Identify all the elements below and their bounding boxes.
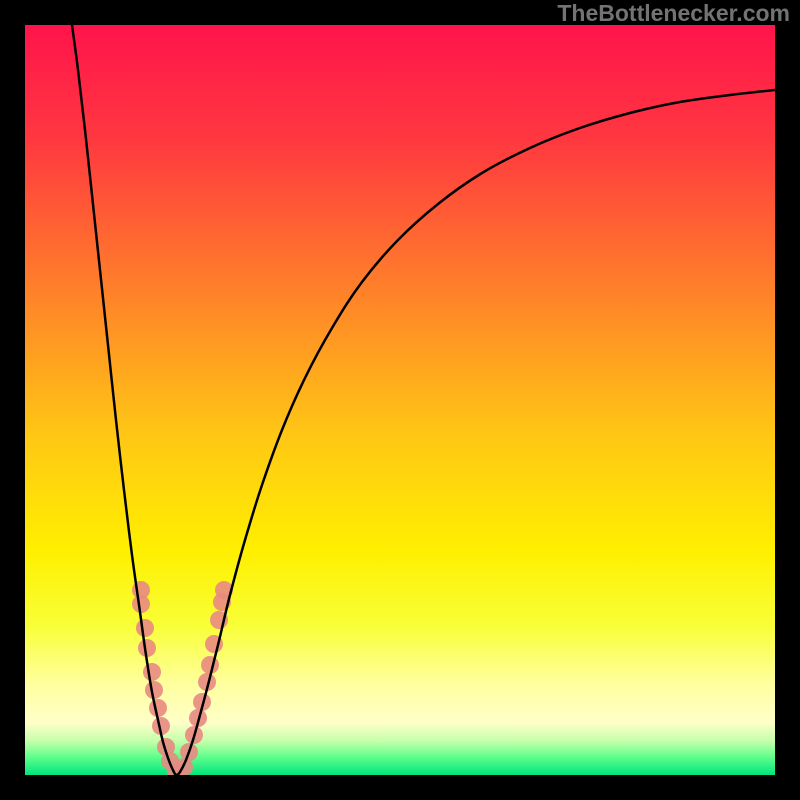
curve-left	[72, 25, 177, 775]
curve-right	[177, 90, 775, 775]
chart-overlay	[0, 0, 800, 800]
marker-cluster	[132, 581, 233, 781]
chart-frame: TheBottlenecker.com	[0, 0, 800, 800]
watermark-text: TheBottlenecker.com	[557, 0, 790, 27]
